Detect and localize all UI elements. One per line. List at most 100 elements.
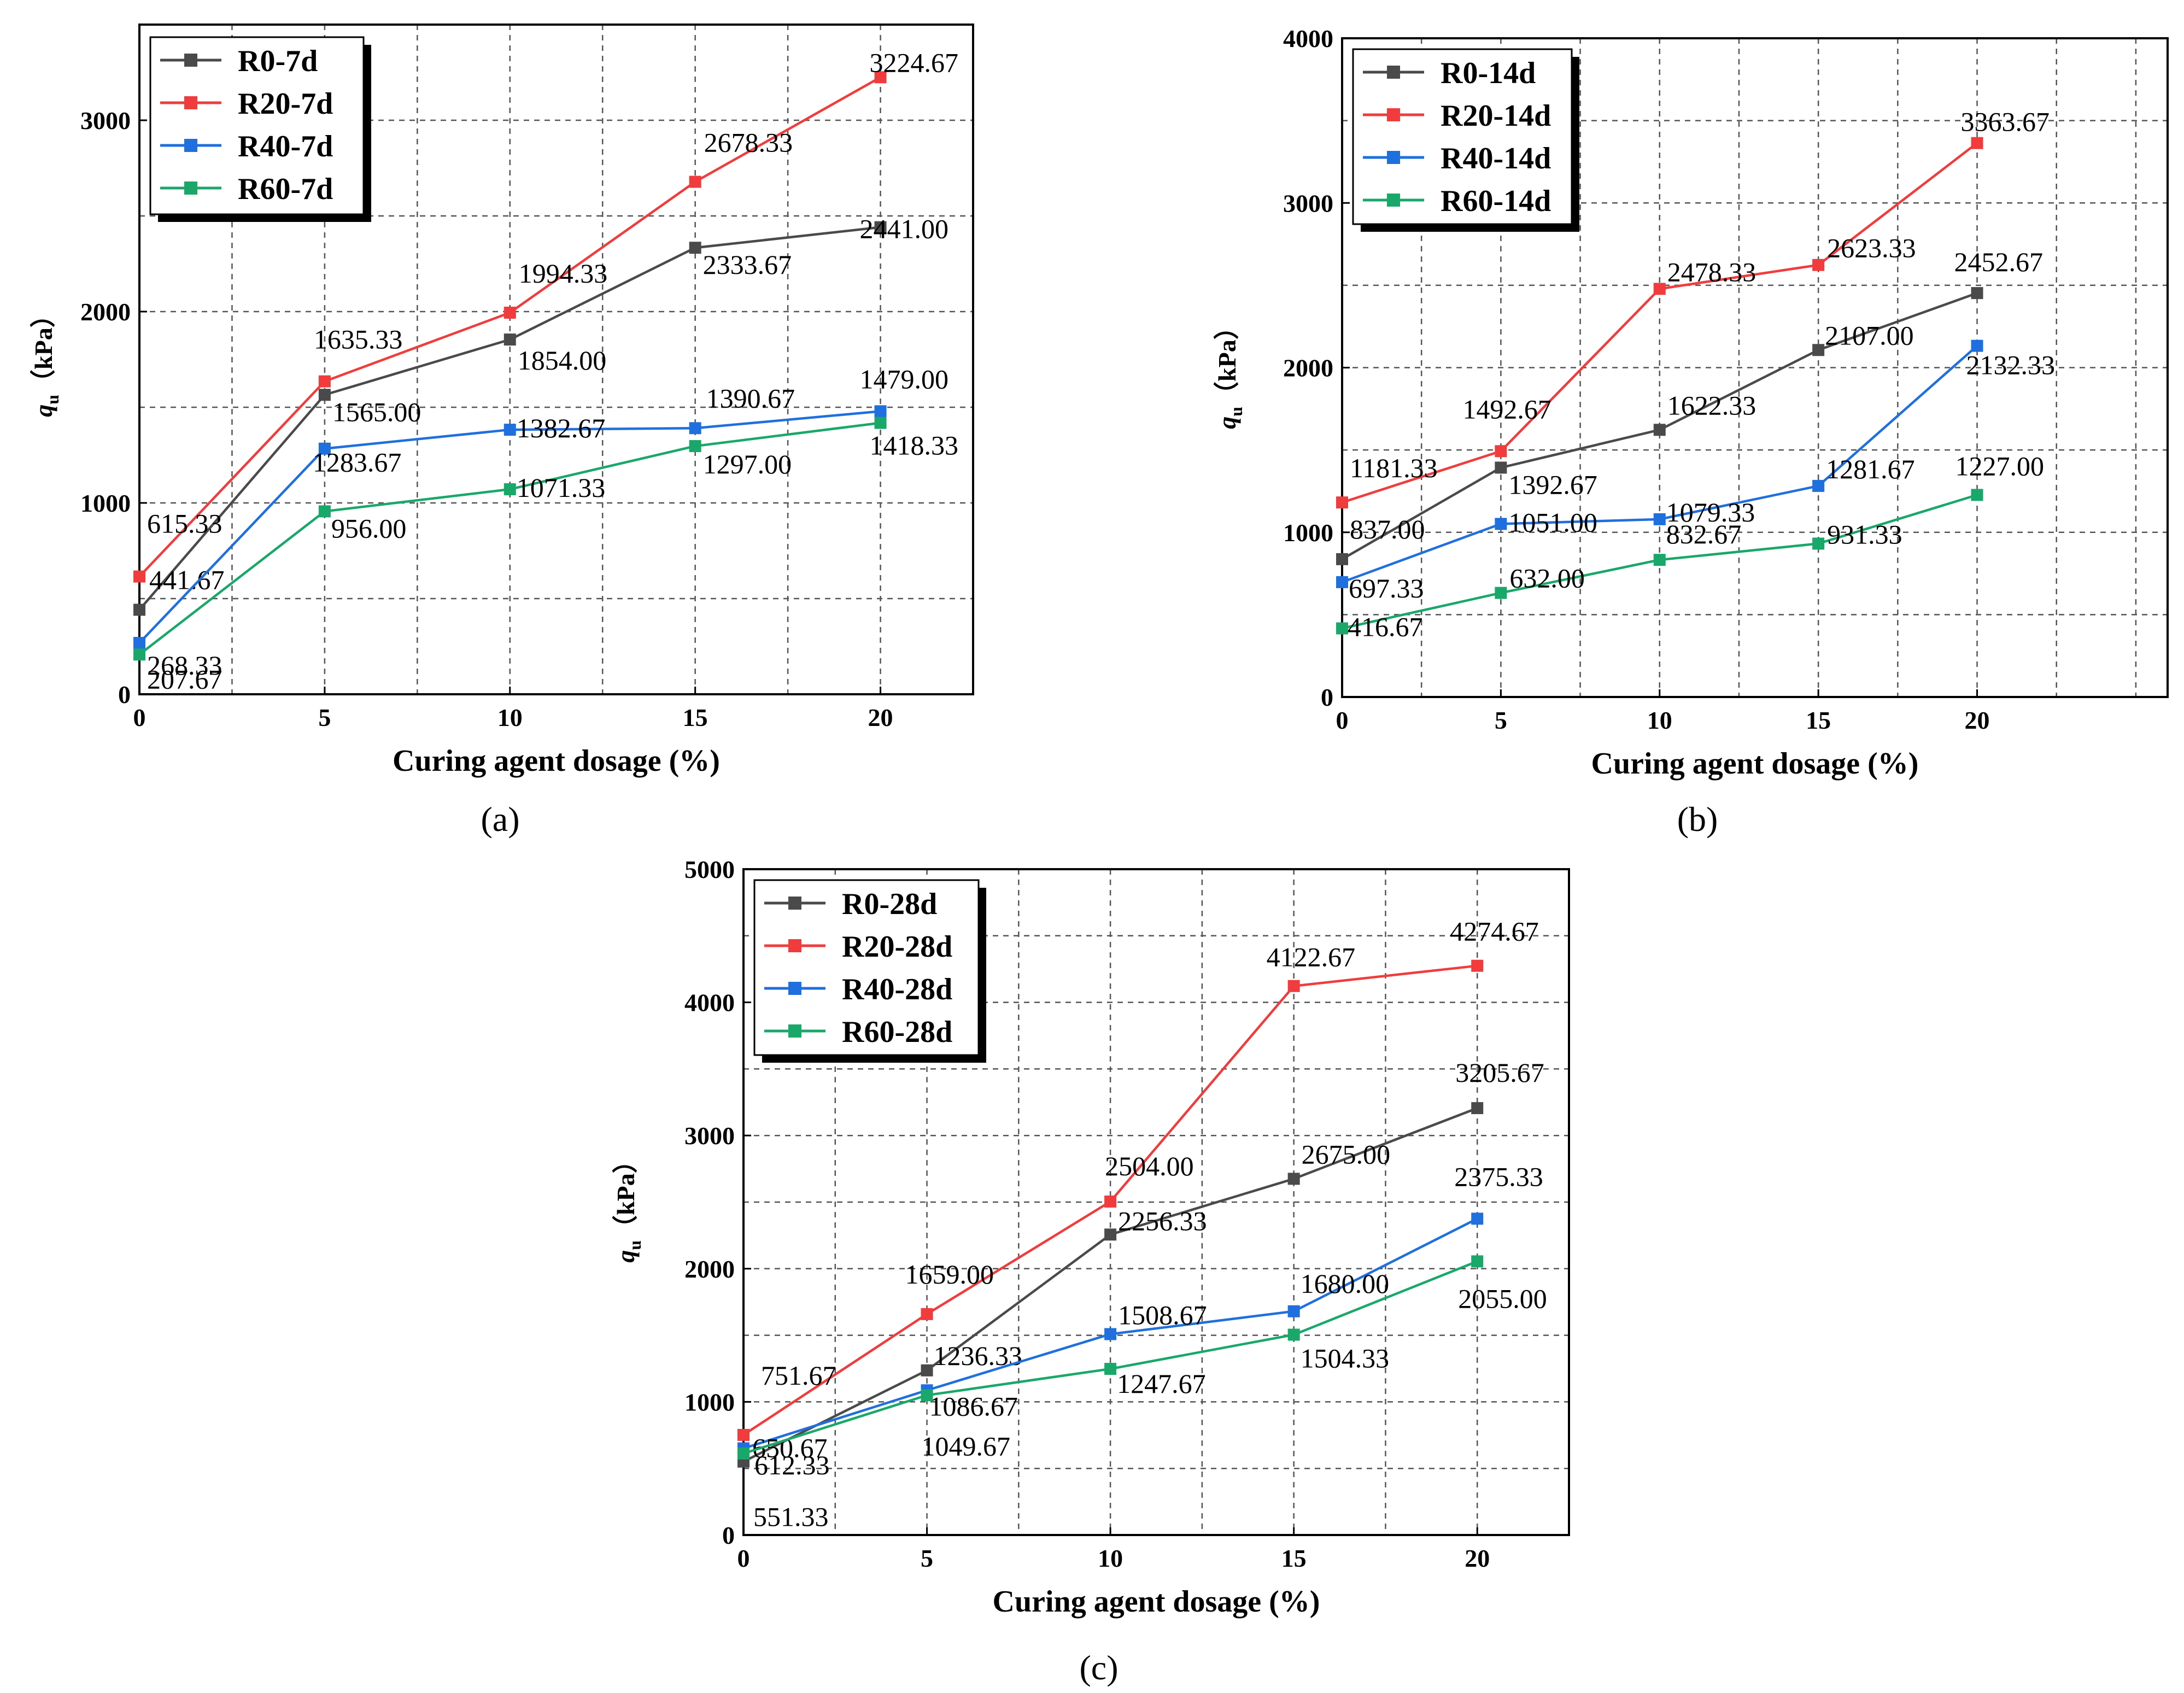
legend-label: R20-7d [238,87,333,121]
x-tick-label: 20 [1465,1544,1490,1572]
legend: R0-7d R20-7d R40-7d R60-7d [149,36,371,222]
legend-label: R0-14d [1441,56,1536,90]
data-label: 1071.33 [517,472,606,503]
data-label: 4274.67 [1450,916,1539,947]
series-R0-7d: 441.67 1565.00 1854.00 2333.67 2441.00 [133,214,948,616]
data-label: 751.67 [761,1360,836,1391]
y-tick-label: 4000 [684,989,735,1017]
y-axis-title: qu（kPa） [30,302,62,417]
series-R60-28d: 612.33 1049.67 1247.67 1504.33 2055.00 [737,1255,1547,1480]
data-label: 2441.00 [860,214,949,244]
y-tick-label: 0 [722,1521,735,1549]
legend-swatch-marker [184,54,197,67]
data-label: 1390.67 [706,383,795,413]
data-point [318,442,331,455]
data-point [1971,489,1983,501]
series-R20-7d: 615.33 1635.33 1994.33 2678.33 3224.67 [133,47,959,583]
data-point [503,333,516,346]
legend-swatch-marker [1387,194,1400,207]
plot-frame [742,868,1570,1536]
legend-swatch-marker [788,982,801,995]
legend-swatch-marker [184,181,197,195]
x-tick-label: 0 [133,704,146,731]
legend-label: R40-14d [1441,142,1551,175]
data-label: 1086.67 [929,1391,1018,1421]
data-label: 1854.00 [518,345,607,376]
y-axis-unit: （kPa） [612,1148,640,1240]
data-point [1471,959,1484,972]
y-axis-subscript: u [625,1240,645,1250]
legend-swatch-marker [788,897,801,910]
data-label: 1680.00 [1301,1268,1390,1299]
data-point [1287,1305,1300,1317]
legend-swatch-marker [184,139,197,152]
data-point [1653,554,1666,566]
y-tick-label: 1000 [1283,519,1333,547]
y-axis-subscript: u [1226,407,1246,417]
series-R0-14d: 837.00 1392.67 1622.33 2107.00 2452.67 [1336,247,2043,565]
data-label: 2678.33 [704,127,793,158]
data-point [503,483,516,496]
data-label: 3224.67 [870,47,959,78]
data-label: 1247.67 [1117,1368,1206,1399]
data-label: 416.67 [1348,611,1423,642]
legend: R0-14d R20-14d R40-14d R60-14d [1352,48,1579,232]
data-label: 4122.67 [1267,942,1356,973]
data-point [1104,1363,1117,1375]
x-axis-title: Curing agent dosage (%) [993,1585,1320,1619]
data-label: 632.00 [1509,563,1585,594]
legend-swatch-marker [1387,66,1400,79]
data-label: 1079.33 [1666,497,1755,528]
x-tick-label: 5 [921,1544,933,1572]
legend-swatch-marker [184,96,197,109]
y-axis-subscript: u [43,395,62,405]
plot-frame [138,24,974,695]
legend-swatch-marker [1387,151,1400,164]
legend-label: R60-7d [238,172,333,206]
data-point [689,440,701,453]
data-label: 2623.33 [1827,233,1916,263]
data-label: 1281.67 [1826,454,1915,484]
data-label: 1565.00 [332,396,421,427]
data-label: 1659.00 [905,1259,994,1290]
data-point [1471,1102,1484,1115]
data-point [1471,1255,1484,1268]
data-point [1336,622,1348,635]
x-tick-label: 20 [1965,706,1990,734]
data-point [689,422,701,435]
data-label: 1181.33 [1350,453,1438,483]
data-label: 2333.67 [703,249,792,280]
data-label: 1492.67 [1462,394,1551,424]
data-label: 1051.00 [1508,507,1597,537]
data-label: 1479.00 [860,364,949,394]
data-label: 832.67 [1666,519,1742,549]
legend-swatch-marker [788,939,801,952]
data-point [1336,553,1348,565]
data-point [503,306,516,319]
data-point [1287,980,1300,992]
data-label: 1418.33 [870,430,959,461]
axes: 0 5 10 15 20 0 1000 2000 3000 4000 [1283,25,1990,734]
data-point [1287,1173,1300,1185]
data-label: 2452.67 [1954,247,2044,277]
legend-label: R40-7d [238,130,333,163]
data-point [874,405,887,418]
data-label: 2675.00 [1302,1139,1391,1169]
axes: 0 5 10 15 20 0 1000 2000 3000 4000 5000 [684,856,1490,1572]
data-label: 1227.00 [1955,450,2045,481]
data-point [503,424,516,436]
series-R60-14d: 416.67 632.00 832.67 931.33 1227.00 [1336,450,2044,642]
data-label: 2132.33 [1966,350,2056,380]
x-axis-title: Curing agent dosage (%) [1591,747,1919,781]
data-point [689,242,701,254]
legend-label: R0-28d [842,887,937,921]
panel-label: (c) [1079,1648,1118,1687]
y-axis-title: qu（kPa） [612,1148,645,1262]
series-R20-14d: 1181.33 1492.67 2478.33 2623.33 3363.67 [1336,107,2050,509]
data-label: 612.33 [754,1450,830,1480]
data-point [1495,445,1507,458]
data-point [1812,479,1825,492]
data-label: 551.33 [753,1502,829,1532]
data-point [921,1308,933,1320]
data-label: 2256.33 [1118,1205,1207,1236]
